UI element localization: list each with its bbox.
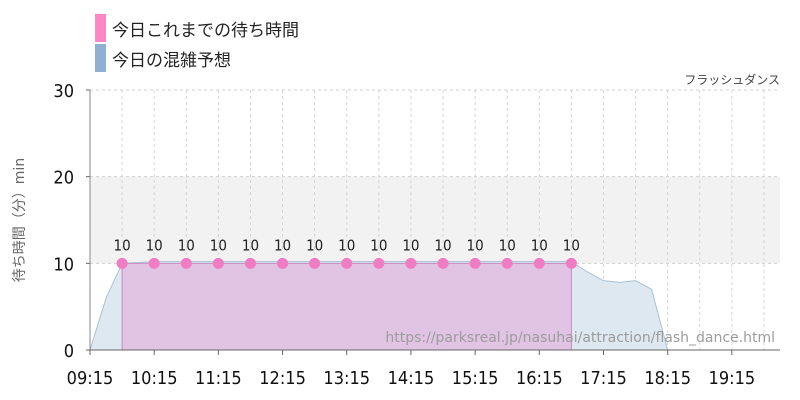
data-label: 10 — [563, 236, 580, 254]
data-point — [180, 257, 192, 269]
data-label: 10 — [306, 236, 323, 254]
data-label: 10 — [338, 236, 355, 254]
legend-label-actual: 今日これまでの待ち時間 — [112, 20, 299, 41]
y-tick-label: 10 — [53, 254, 74, 275]
data-label: 10 — [114, 236, 131, 254]
x-tick-label: 17:15 — [580, 368, 627, 389]
data-labels: 10 10 10 10 10 10 10 10 10 10 10 10 10 10 10 — [114, 236, 580, 254]
data-point — [244, 257, 256, 269]
data-point — [469, 257, 481, 269]
data-label: 10 — [402, 236, 419, 254]
y-tick-label: 30 — [53, 81, 74, 102]
data-point — [116, 257, 128, 269]
legend-swatch-forecast — [95, 44, 106, 72]
data-label: 10 — [531, 236, 548, 254]
source-url-watermark: https://parksreal.jp/nasuhai/attraction/… — [385, 330, 775, 346]
x-tick-label: 15:15 — [452, 368, 499, 389]
axes: 0 10 20 30 09:15 10:15 11:15 12:15 13:15 14:15 15:… — [53, 81, 780, 389]
x-tick-label: 14:15 — [388, 368, 435, 389]
data-label: 10 — [210, 236, 227, 254]
highlight-band — [90, 176, 780, 264]
legend-item-forecast[interactable]: 今日の混雑予想 — [95, 43, 299, 73]
x-tick-label: 09:15 — [67, 368, 114, 389]
chart-title: フラッシュダンス — [684, 72, 780, 87]
data-point — [309, 257, 321, 269]
x-tick-label: 19:15 — [709, 368, 756, 389]
data-point — [373, 257, 385, 269]
data-point — [341, 257, 353, 269]
data-label: 10 — [178, 236, 195, 254]
x-tick-label: 13:15 — [323, 368, 370, 389]
data-point — [148, 257, 160, 269]
data-label: 10 — [370, 236, 387, 254]
data-point — [405, 257, 417, 269]
data-label: 10 — [467, 236, 484, 254]
x-tick-label: 12:15 — [259, 368, 306, 389]
y-tick-label: 20 — [53, 168, 74, 189]
data-point — [565, 257, 577, 269]
legend-swatch-actual — [95, 14, 106, 42]
data-label: 10 — [274, 236, 291, 254]
data-point — [437, 257, 449, 269]
legend-label-forecast: 今日の混雑予想 — [112, 50, 231, 71]
data-label: 10 — [146, 236, 163, 254]
chart-legend: 今日これまでの待ち時間 今日の混雑予想 — [95, 13, 299, 73]
legend-item-actual[interactable]: 今日これまでの待ち時間 — [95, 13, 299, 43]
data-label: 10 — [499, 236, 516, 254]
data-label: 10 — [242, 236, 259, 254]
grid — [90, 89, 780, 350]
x-tick-label: 11:15 — [195, 368, 242, 389]
x-tick-label: 10:15 — [131, 368, 178, 389]
data-label: 10 — [434, 236, 451, 254]
x-tick-label: 18:15 — [644, 368, 691, 389]
data-point — [212, 257, 224, 269]
y-axis-label: 待ち時間（分）min — [12, 158, 28, 282]
y-tick-label: 0 — [64, 341, 74, 362]
data-point — [501, 257, 513, 269]
data-markers — [116, 257, 577, 269]
data-point — [277, 257, 289, 269]
data-point — [533, 257, 545, 269]
x-tick-label: 16:15 — [516, 368, 563, 389]
